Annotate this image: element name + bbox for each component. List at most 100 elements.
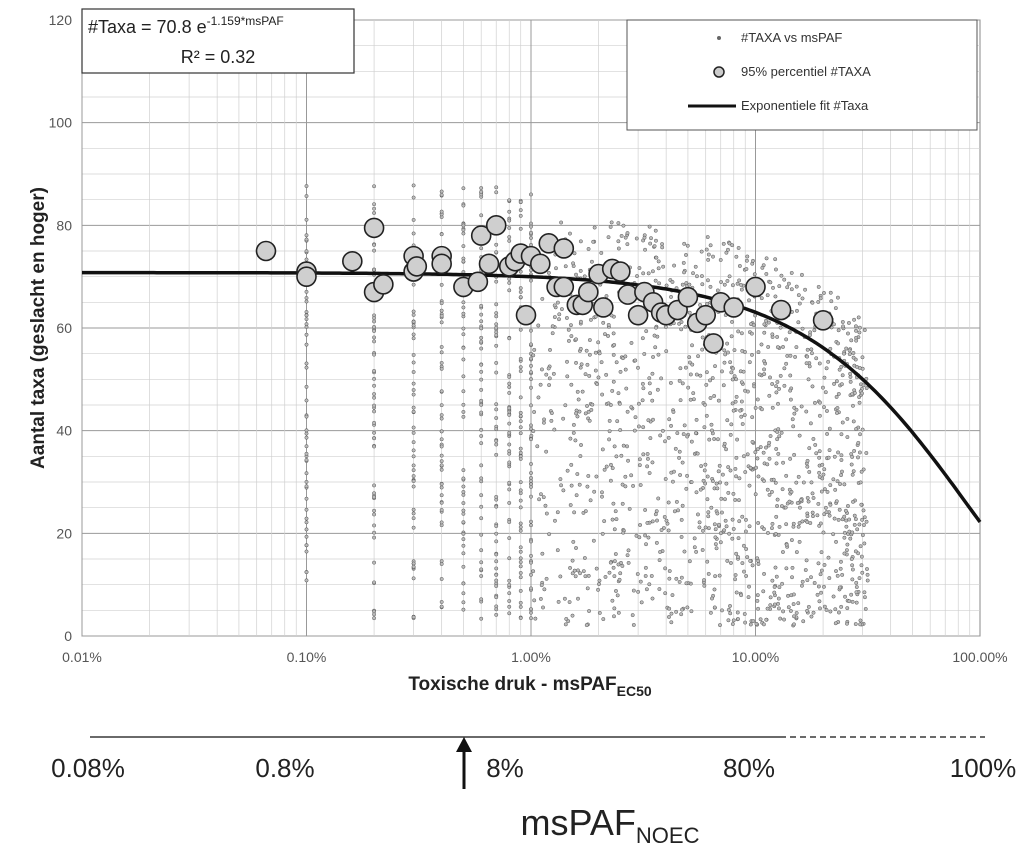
scatter-point: [678, 366, 683, 371]
scatter-point: [372, 184, 377, 189]
scatter-point: [578, 268, 583, 273]
scatter-point: [847, 517, 852, 522]
percentile-point: [515, 304, 537, 326]
scatter-point: [753, 450, 758, 455]
scatter-point: [857, 576, 862, 581]
noec-tick-1: 0.08%: [51, 753, 125, 783]
scatter-point: [304, 578, 309, 583]
scatter-point: [529, 385, 533, 390]
scatter-point: [529, 230, 533, 235]
scatter-point: [744, 267, 749, 272]
scatter-point: [531, 569, 536, 574]
scatter-point: [479, 532, 484, 537]
scatter-point: [775, 504, 780, 508]
scatter-point: [850, 577, 855, 582]
scatter-point: [859, 554, 864, 559]
scatter-point: [461, 203, 466, 208]
scatter-point: [736, 555, 740, 560]
scatter-point: [494, 439, 499, 444]
scatter-point: [770, 332, 775, 337]
scatter-point: [304, 249, 309, 254]
scatter-point: [494, 427, 499, 432]
scatter-point: [650, 398, 655, 403]
scatter-point: [688, 397, 693, 402]
y-tick-label: 60: [56, 320, 72, 336]
scatter-point: [818, 296, 823, 301]
scatter-point: [667, 576, 672, 581]
scatter-point: [858, 618, 863, 623]
scatter-point: [810, 510, 815, 515]
scatter-point: [723, 518, 728, 523]
scatter-point: [824, 366, 829, 371]
scatter-point: [788, 456, 793, 461]
scatter-point: [304, 431, 309, 436]
scatter-point: [851, 419, 856, 424]
scatter-point: [461, 501, 466, 506]
scatter-point: [779, 273, 784, 278]
scatter-point: [735, 437, 740, 442]
scatter-point: [805, 458, 810, 463]
scatter-point: [479, 616, 484, 621]
scatter-point: [372, 523, 377, 528]
scatter-point: [518, 410, 523, 415]
scatter-point: [707, 437, 712, 442]
scatter-point: [461, 564, 466, 569]
scatter-point: [558, 477, 563, 482]
scatter-point: [714, 546, 719, 551]
scatter-point: [615, 419, 620, 424]
scatter-point: [821, 385, 825, 390]
noec-title-main: msPAF: [521, 802, 636, 843]
scatter-point: [759, 296, 764, 301]
scatter-point: [578, 346, 583, 351]
scatter-point: [809, 480, 814, 485]
scatter-point: [479, 516, 484, 521]
scatter-point: [822, 563, 827, 567]
scatter-point: [774, 390, 779, 395]
scatter-point: [518, 616, 523, 621]
scatter-point: [721, 241, 726, 246]
scatter-point: [609, 220, 614, 225]
scatter-point: [833, 607, 838, 612]
scatter-point: [575, 472, 580, 476]
scatter-point: [728, 611, 733, 616]
scatter-point: [574, 360, 578, 365]
scatter-point: [569, 323, 573, 328]
scatter-point: [755, 598, 760, 603]
scatter-point: [759, 342, 764, 347]
scatter-point: [518, 488, 523, 493]
equation-box: #Taxa = 70.8 e-1.159*msPAF R² = 0.32: [81, 8, 355, 74]
scatter-point: [612, 342, 617, 347]
scatter-point: [855, 527, 860, 532]
scatter-point: [439, 209, 444, 214]
scatter-point: [664, 349, 669, 354]
scatter-point: [699, 464, 704, 469]
percentile-point: [363, 217, 385, 239]
scatter-point: [574, 493, 579, 498]
scatter-point: [507, 280, 512, 285]
scatter-point: [677, 449, 682, 454]
scatter-point: [547, 376, 552, 381]
scatter-point: [744, 574, 749, 578]
scatter-point: [680, 282, 685, 287]
scatter-point: [851, 355, 856, 360]
scatter-point: [539, 492, 543, 497]
scatter-point: [861, 508, 866, 513]
scatter-point: [720, 608, 724, 613]
scatter-point: [494, 552, 499, 557]
scatter-point: [372, 616, 377, 621]
scatter-point: [569, 483, 574, 488]
scatter-point: [808, 330, 813, 335]
scatter-point: [742, 569, 746, 574]
scatter-point: [834, 379, 839, 384]
scatter-point: [411, 319, 416, 324]
scatter-point: [529, 553, 533, 558]
scatter-point: [686, 385, 691, 390]
scatter-point: [842, 535, 847, 540]
scatter-point: [827, 513, 832, 518]
scatter-point: [562, 596, 567, 601]
scatter-point: [600, 494, 604, 499]
scatter-point: [738, 408, 743, 413]
scatter-point: [857, 450, 862, 455]
scatter-point: [790, 565, 795, 570]
scatter-point: [734, 455, 739, 460]
